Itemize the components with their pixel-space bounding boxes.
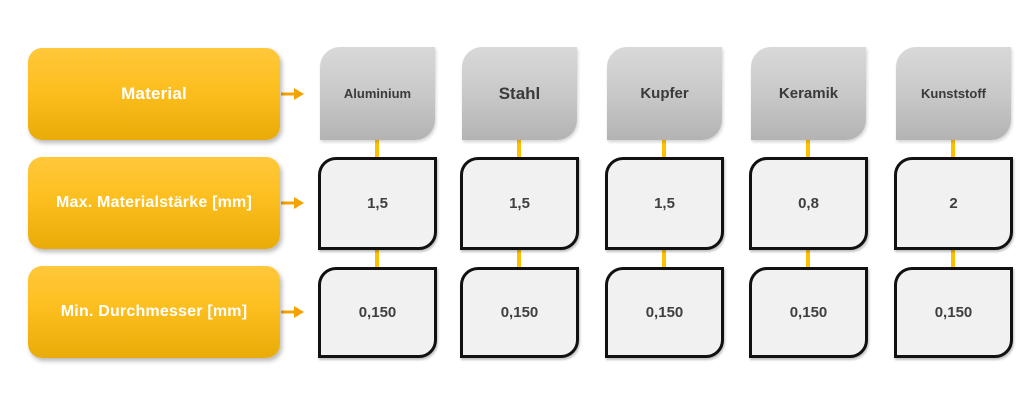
connector-line [951, 138, 955, 160]
arrow-right-icon [281, 196, 305, 210]
value-text: 0,150 [358, 304, 397, 321]
max-thickness-value-kupfer: 1,5 [605, 157, 724, 250]
connector-line [375, 138, 379, 160]
material-name: Kunststoff [921, 86, 986, 101]
material-name: Stahl [498, 83, 541, 103]
value-text: 0,150 [500, 304, 539, 321]
connector-line [375, 247, 379, 270]
connector-line [806, 138, 810, 160]
row-label-min-diameter-text: Min. Durchmesser [mm] [60, 303, 248, 320]
row-label-material: Material [28, 48, 280, 140]
value-text: 0,150 [645, 304, 684, 321]
value-text: 1,5 [654, 195, 675, 212]
max-thickness-value-stahl: 1,5 [460, 157, 579, 250]
max-thickness-value-aluminium: 1,5 [318, 157, 437, 250]
row-label-max-thickness: Max. Materialstärke [mm] [28, 157, 280, 249]
connector-line [951, 247, 955, 270]
material-header-aluminium: Aluminium [320, 47, 435, 140]
value-text: 0,150 [934, 304, 973, 321]
min-diameter-value-aluminium: 0,150 [318, 267, 437, 358]
row-label-min-diameter: Min. Durchmesser [mm] [28, 266, 280, 358]
material-header-kunststoff: Kunststoff [896, 47, 1011, 140]
material-name: Keramik [778, 85, 839, 102]
arrow-right-icon [281, 305, 305, 319]
connector-line [806, 247, 810, 270]
connector-line [517, 247, 521, 270]
min-diameter-value-kupfer: 0,150 [605, 267, 724, 358]
row-label-material-text: Material [121, 84, 187, 103]
min-diameter-value-stahl: 0,150 [460, 267, 579, 358]
max-thickness-value-keramik: 0,8 [749, 157, 868, 250]
arrow-right-icon [281, 87, 305, 101]
value-text: 1,5 [509, 195, 530, 212]
min-diameter-value-kunststoff: 0,150 [894, 267, 1013, 358]
material-header-kupfer: Kupfer [607, 47, 722, 140]
connector-line [662, 138, 666, 160]
value-text: 0,150 [789, 304, 828, 321]
connector-line [517, 138, 521, 160]
material-header-keramik: Keramik [751, 47, 866, 140]
material-name: Aluminium [343, 86, 412, 101]
value-text: 1,5 [367, 195, 388, 212]
material-name: Kupfer [640, 85, 689, 102]
value-text: 2 [949, 195, 958, 212]
max-thickness-value-kunststoff: 2 [894, 157, 1013, 250]
connector-line [662, 247, 666, 270]
material-header-stahl: Stahl [462, 47, 577, 140]
value-text: 0,8 [798, 195, 819, 212]
min-diameter-value-keramik: 0,150 [749, 267, 868, 358]
row-label-max-thickness-text: Max. Materialstärke [mm] [56, 194, 252, 211]
